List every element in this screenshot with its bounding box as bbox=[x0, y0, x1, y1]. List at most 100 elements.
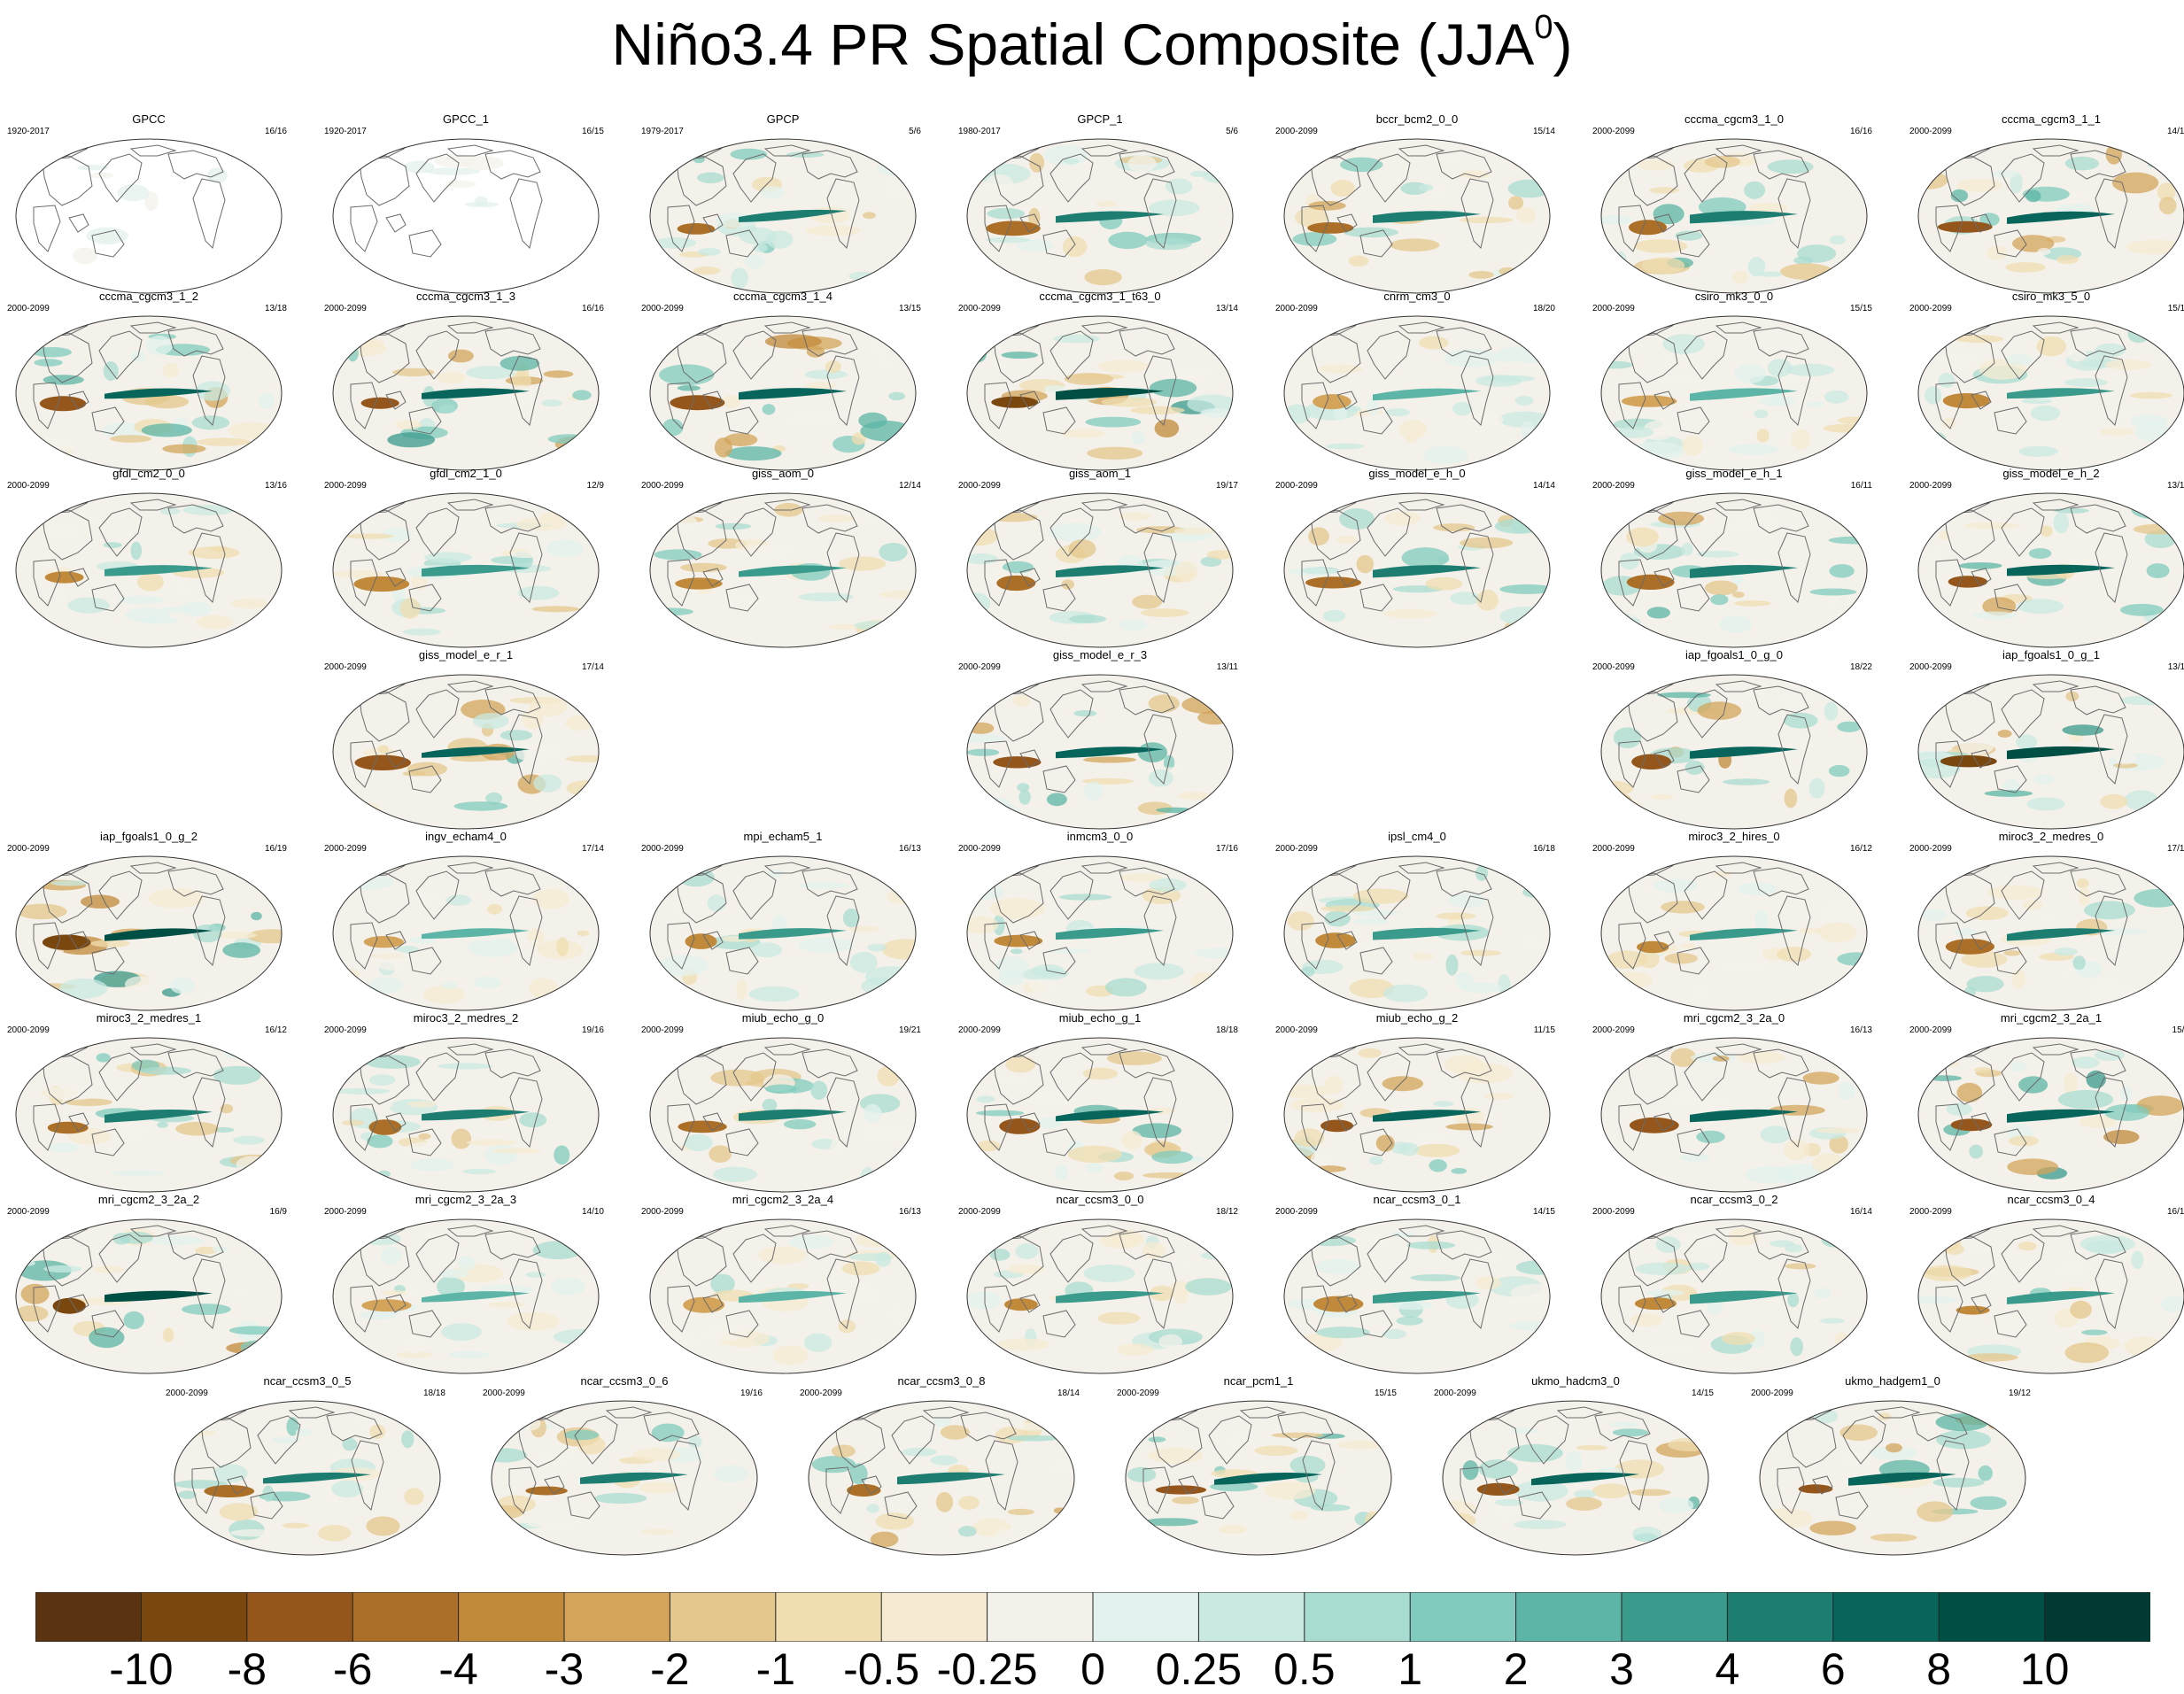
panel-title: ncar_ccsm3_0_1 bbox=[1275, 1193, 1559, 1206]
world-map bbox=[483, 1398, 766, 1558]
panel-title: cnrm_cm3_0 bbox=[1275, 290, 1559, 303]
colorbar-swatch bbox=[459, 1592, 565, 1642]
panel-title: mri_cgcm2_3_2a_4 bbox=[641, 1193, 925, 1206]
world-map bbox=[7, 1217, 290, 1376]
panel-title: gfdl_cm2_0_0 bbox=[7, 467, 290, 480]
colorbar-swatch bbox=[1939, 1592, 2045, 1642]
world-map bbox=[1909, 1217, 2184, 1376]
colorbar-tick-label: 8 bbox=[1926, 1645, 1951, 1693]
colorbar-swatch bbox=[1093, 1592, 1199, 1642]
panel-title: miub_echo_g_1 bbox=[958, 1011, 1242, 1025]
world-map bbox=[7, 491, 290, 650]
panel-title: miroc3_2_hires_0 bbox=[1592, 830, 1876, 843]
world-map bbox=[641, 854, 925, 1013]
world-map bbox=[7, 854, 290, 1013]
colorbar-swatch bbox=[1410, 1592, 1516, 1642]
colorbar-tick-label: -8 bbox=[228, 1645, 267, 1693]
colorbar-tick-label: 1 bbox=[1398, 1645, 1422, 1693]
panel-title: mri_cgcm2_3_2a_1 bbox=[1909, 1011, 2184, 1025]
panel-title: giss_model_e_r_3 bbox=[958, 648, 1242, 661]
panel-title: giss_model_e_h_2 bbox=[1909, 467, 2184, 480]
colorbar-tick-label: -1 bbox=[756, 1645, 795, 1693]
world-map bbox=[641, 1035, 925, 1195]
panel-title: ncar_ccsm3_0_8 bbox=[800, 1374, 1083, 1388]
panel-title: mpi_echam5_1 bbox=[641, 830, 925, 843]
colorbar-swatch bbox=[670, 1592, 776, 1642]
colorbar-tick-label: 0.5 bbox=[1274, 1645, 1336, 1693]
colorbar-swatch bbox=[352, 1592, 459, 1642]
panel-title: giss_aom_0 bbox=[641, 467, 925, 480]
world-map bbox=[1592, 313, 1876, 473]
world-map bbox=[1909, 491, 2184, 650]
world-map bbox=[958, 313, 1242, 473]
world-map bbox=[958, 491, 1242, 650]
world-map bbox=[1751, 1398, 2034, 1558]
world-map bbox=[641, 313, 925, 473]
world-map bbox=[1275, 313, 1559, 473]
panel-title: ncar_ccsm3_0_6 bbox=[483, 1374, 766, 1388]
panel-title: bccr_bcm2_0_0 bbox=[1275, 112, 1559, 126]
colorbar-swatch bbox=[1305, 1592, 1411, 1642]
panel-title: csiro_mk3_5_0 bbox=[1909, 290, 2184, 303]
colorbar-tick-label: -4 bbox=[438, 1645, 477, 1693]
colorbar-swatch bbox=[141, 1592, 247, 1642]
panel-title: ukmo_hadcm3_0 bbox=[1434, 1374, 1717, 1388]
panel-title: ipsl_cm4_0 bbox=[1275, 830, 1559, 843]
world-map bbox=[1592, 1035, 1876, 1195]
panel-title: cccma_cgcm3_1_0 bbox=[1592, 112, 1876, 126]
world-map bbox=[1275, 1035, 1559, 1195]
colorbar-swatch bbox=[35, 1592, 142, 1642]
panel-title: iap_fgoals1_0_g_0 bbox=[1592, 648, 1876, 661]
world-map bbox=[641, 136, 925, 296]
world-map bbox=[1909, 1035, 2184, 1195]
world-map bbox=[1909, 672, 2184, 832]
world-map bbox=[1275, 1217, 1559, 1376]
panel-title: ncar_ccsm3_0_2 bbox=[1592, 1193, 1876, 1206]
colorbar-swatch bbox=[247, 1592, 353, 1642]
colorbar-swatch bbox=[564, 1592, 670, 1642]
world-map bbox=[1592, 136, 1876, 296]
colorbar-tick-label: 10 bbox=[2020, 1645, 2070, 1693]
colorbar-tick-label: 0 bbox=[1080, 1645, 1105, 1693]
world-map bbox=[7, 136, 290, 296]
panel-title: GPCC bbox=[7, 112, 290, 126]
world-map bbox=[166, 1398, 449, 1558]
colorbar-swatch bbox=[881, 1592, 987, 1642]
panel-title: csiro_mk3_0_0 bbox=[1592, 290, 1876, 303]
panel-title: GPCC_1 bbox=[324, 112, 608, 126]
world-map bbox=[7, 1035, 290, 1195]
world-map bbox=[1117, 1398, 1400, 1558]
world-map bbox=[958, 1035, 1242, 1195]
world-map bbox=[958, 854, 1242, 1013]
colorbar-tick-label: -0.25 bbox=[937, 1645, 1038, 1693]
world-map bbox=[641, 491, 925, 650]
panel-title: ingv_echam4_0 bbox=[324, 830, 608, 843]
